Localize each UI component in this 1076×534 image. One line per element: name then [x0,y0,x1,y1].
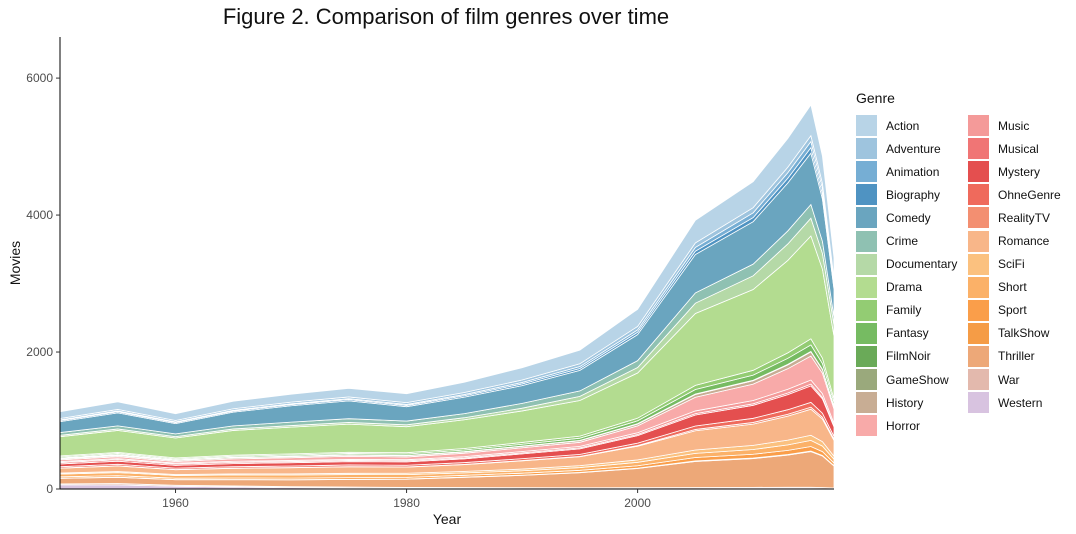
y-axis-title: Movies [7,241,23,285]
legend-item-talkshow: TalkShow [968,322,1068,345]
legend-swatch [968,207,989,229]
legend-swatch [856,207,877,229]
legend-item-sport: Sport [968,299,1068,322]
legend-item-horror: Horror [856,414,968,437]
legend-label: Family [886,303,922,318]
legend-label: War [998,372,1020,387]
legend-label: Musical [998,141,1039,156]
legend-item-animation: Animation [856,160,968,183]
legend-item-romance: Romance [968,229,1068,252]
legend-label: TalkShow [998,326,1050,341]
legend-label: Horror [886,418,921,433]
y-axis-ticks: 0 2000 4000 6000 [26,71,60,496]
legend-swatch [968,299,989,321]
legend-label: Drama [886,280,923,295]
legend-label: OhneGenre [998,187,1061,202]
legend-label: Fantasy [886,326,929,341]
x-tick-label: 2000 [624,496,651,510]
legend-swatch [856,276,877,298]
legend-label: FilmNoir [886,349,931,364]
legend-swatch [856,115,877,137]
legend-item-mystery: Mystery [968,160,1068,183]
legend-swatch [856,184,877,206]
legend-item-war: War [968,368,1068,391]
legend-item-history: History [856,391,968,414]
y-tick-label: 6000 [26,71,53,85]
y-tick-label: 0 [46,482,53,496]
legend-item-action: Action [856,114,968,137]
legend-label: Action [886,118,920,133]
legend-item-scifi: SciFi [968,253,1068,276]
legend-swatch [856,415,877,437]
y-tick-label: 2000 [26,345,53,359]
legend: Genre Action Adventure Animation Biography C… [856,90,1071,437]
legend-item-gameshow: GameShow [856,368,968,391]
legend-swatch [856,299,877,321]
legend-label: Biography [886,187,941,202]
legend-label: Crime [886,234,918,249]
legend-swatch [968,253,989,275]
legend-item-western: Western [968,391,1068,414]
legend-swatch [856,161,877,183]
legend-label: Short [998,280,1027,295]
legend-swatch [968,161,989,183]
legend-item-documentary: Documentary [856,253,968,276]
legend-swatch [856,345,877,367]
x-axis-ticks: 1960 1980 2000 [162,489,651,510]
legend-item-thriller: Thriller [968,345,1068,368]
legend-swatch [968,369,989,391]
legend-item-comedy: Comedy [856,206,968,229]
area-action [59,103,835,421]
legend-swatch [968,392,989,414]
legend-item-fantasy: Fantasy [856,322,968,345]
legend-label: History [886,395,924,410]
legend-label: Romance [998,234,1050,249]
legend-swatch [968,115,989,137]
legend-swatch [968,276,989,298]
y-tick-label: 4000 [26,208,53,222]
legend-swatch [856,138,877,160]
x-axis-title: Year [433,511,462,527]
legend-item-musical: Musical [968,137,1068,160]
legend-swatch [856,253,877,275]
legend-item-biography: Biography [856,183,968,206]
legend-item-adventure: Adventure [856,137,968,160]
legend-item-short: Short [968,276,1068,299]
legend-label: SciFi [998,257,1025,272]
stacked-areas [59,103,835,490]
legend-item-ohnegenre: OhneGenre [968,183,1068,206]
legend-swatch [968,138,989,160]
legend-label: Western [998,395,1043,410]
legend-label: Comedy [886,210,931,225]
legend-swatch [856,392,877,414]
legend-items: Action Adventure Animation Biography Comedy C… [856,114,1071,437]
chart-title: Figure 2. Comparison of film genres over… [222,4,670,29]
chart-svg: 1960 1980 2000 0 2000 4000 6000 Year Movies [7,37,835,527]
legend-title: Genre [856,90,895,106]
legend-label: Mystery [998,164,1040,179]
legend-swatch [856,322,877,344]
legend-item-family: Family [856,299,968,322]
legend-item-realitytv: RealityTV [968,206,1068,229]
legend-swatch [968,184,989,206]
legend-swatch [968,230,989,252]
legend-item-filmnoir: FilmNoir [856,345,968,368]
legend-swatch [968,322,989,344]
legend-label: Animation [886,164,940,179]
legend-label: RealityTV [998,210,1051,225]
legend-label: GameShow [886,372,949,387]
x-tick-label: 1960 [162,496,189,510]
legend-swatch [856,369,877,391]
legend-item-drama: Drama [856,276,968,299]
legend-label: Thriller [998,349,1035,364]
x-tick-label: 1980 [393,496,420,510]
legend-label: Documentary [886,257,958,272]
legend-label: Sport [998,303,1027,318]
legend-label: Adventure [886,141,941,156]
legend-item-music: Music [968,114,1068,137]
legend-swatch [856,230,877,252]
legend-label: Music [998,118,1030,133]
legend-item-crime: Crime [856,229,968,252]
legend-swatch [968,345,989,367]
